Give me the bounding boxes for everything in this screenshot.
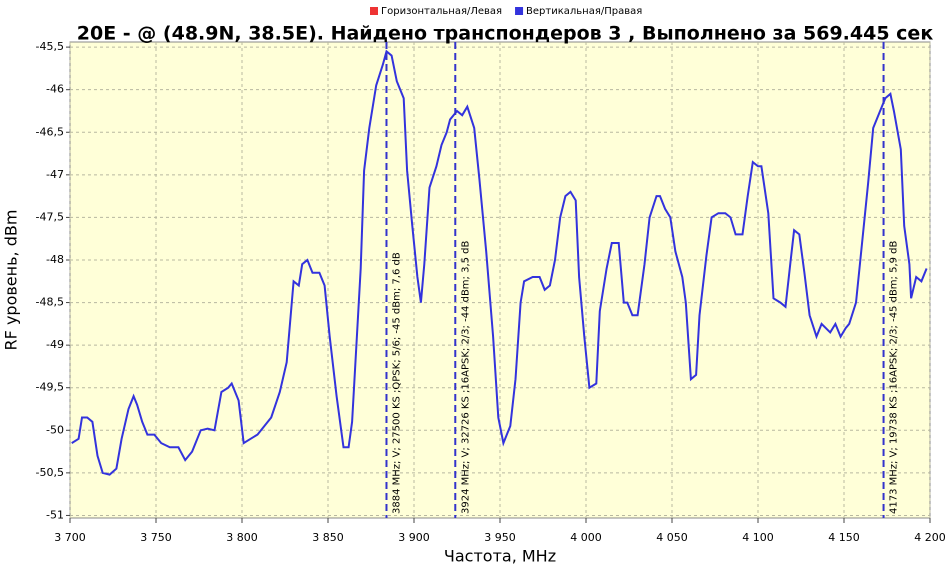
x-tick-label: 3 750	[140, 531, 172, 544]
x-tick-label: 4 000	[570, 531, 602, 544]
x-tick-label: 3 700	[54, 531, 86, 544]
legend-label: Горизонтальная/Левая	[381, 6, 502, 17]
y-tick-label: -47	[46, 168, 64, 181]
marker-label: 4173 MHz; V; 19738 KS ;16APSK; 2/3; -45 …	[889, 240, 900, 514]
x-axis-label: Частота, MHz	[444, 547, 556, 566]
x-tick-label: 3 800	[226, 531, 258, 544]
y-tick-label: -50	[46, 423, 64, 436]
x-tick-label: 3 900	[398, 531, 430, 544]
legend: Горизонтальная/Левая Вертикальная/Правая	[370, 6, 642, 17]
x-tick-label: 3 950	[484, 531, 516, 544]
y-tick-label: -51	[46, 508, 64, 521]
y-tick-label: -45,5	[36, 40, 64, 53]
x-tick-label: 4 050	[656, 531, 688, 544]
legend-label: Вертикальная/Правая	[526, 6, 642, 17]
y-tick-label: -47,5	[36, 210, 64, 223]
x-tick-label: 4 150	[828, 531, 860, 544]
chart-title: 20E - @ (48.9N, 38.5E). Найдено транспон…	[77, 23, 934, 45]
y-tick-label: -50,5	[36, 466, 64, 479]
x-tick-label: 4 200	[914, 531, 945, 544]
legend-swatch	[370, 7, 378, 15]
y-tick-label: -49	[46, 338, 64, 351]
y-tick-label: -46,5	[36, 125, 64, 138]
marker-label: 3924 MHz; V; 32726 KS ;16APSK; 2/3; -44 …	[460, 240, 471, 514]
y-axis-label: RF уровень, dBm	[2, 210, 21, 351]
y-tick-label: -48,5	[36, 296, 64, 309]
y-tick-label: -49,5	[36, 381, 64, 394]
marker-label: 3884 MHz; V; 27500 KS ;QPSK; 5/6; -45 dB…	[391, 252, 402, 514]
y-tick-label: -48	[46, 253, 64, 266]
data-line	[71, 49, 928, 476]
legend-swatch	[515, 7, 524, 15]
x-tick-label: 4 100	[742, 531, 774, 544]
y-tick-label: -46	[46, 83, 64, 96]
x-tick-label: 3 850	[312, 531, 344, 544]
